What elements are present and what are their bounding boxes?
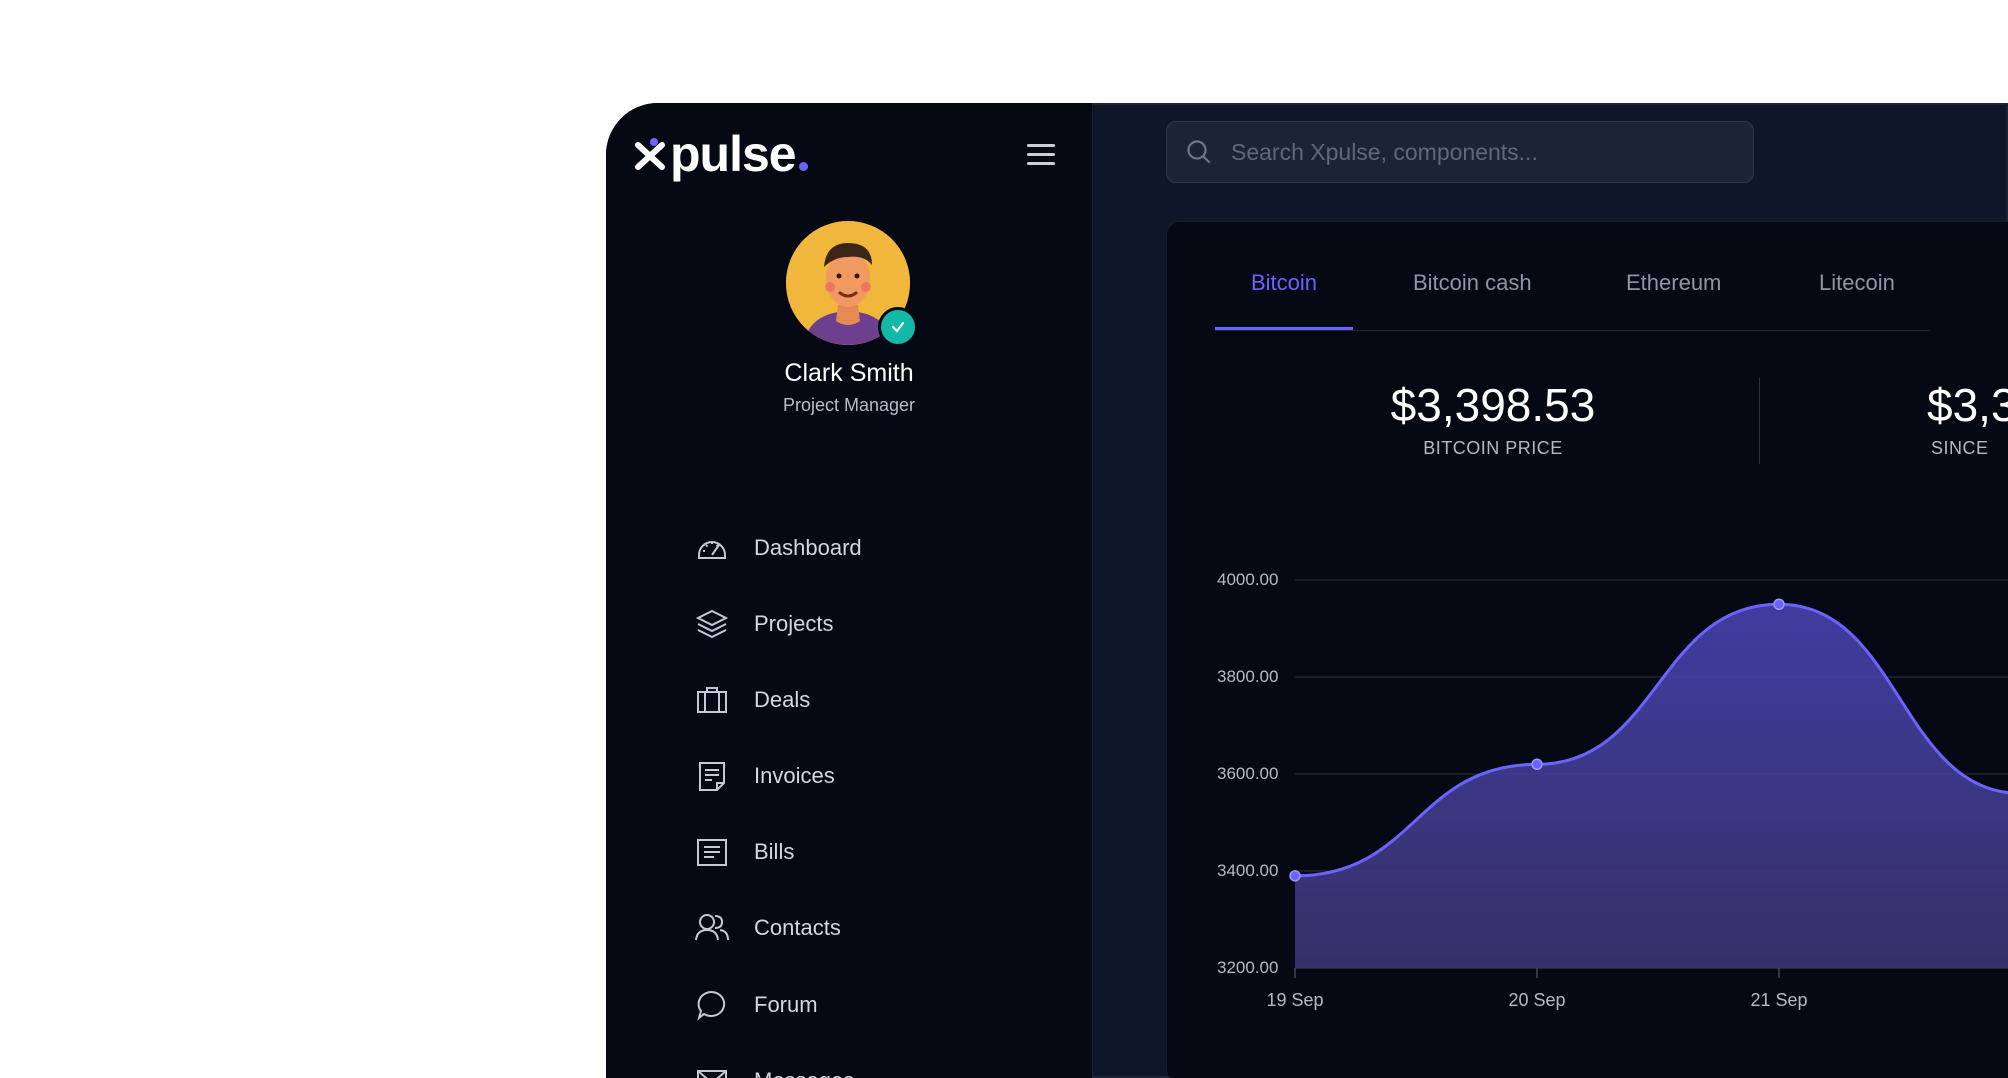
x-tick-label: 19 Sep bbox=[1266, 990, 1323, 1010]
stat-divider bbox=[1759, 378, 1760, 464]
avatar[interactable] bbox=[786, 221, 918, 347]
search-icon bbox=[1187, 140, 1211, 164]
stat-value: $3,398.53 bbox=[1390, 379, 1596, 431]
stat-value: $3,3 bbox=[1927, 379, 2008, 431]
sidebar-item-projects[interactable]: Projects bbox=[694, 604, 994, 644]
tab-ethereum[interactable]: Ethereum bbox=[1626, 270, 1722, 295]
search-bar[interactable] bbox=[1166, 121, 1754, 183]
sidebar-item-label: Messages bbox=[754, 1068, 854, 1078]
avatar-illustration bbox=[786, 221, 910, 345]
bill-icon bbox=[694, 834, 730, 870]
y-tick-label: 3800.00 bbox=[1217, 667, 1278, 686]
users-icon bbox=[694, 910, 730, 946]
tab-bitcoin-cash[interactable]: Bitcoin cash bbox=[1413, 270, 1532, 295]
crypto-price-card: Bitcoin Bitcoin cash Ethereum Litecoin $… bbox=[1166, 221, 2008, 1078]
brand-dot bbox=[798, 162, 808, 171]
crypto-tabs: Bitcoin Bitcoin cash Ethereum Litecoin bbox=[1215, 256, 1930, 331]
tab-bitcoin[interactable]: Bitcoin bbox=[1251, 270, 1318, 295]
sidebar-item-messages[interactable]: Messages bbox=[694, 1061, 994, 1078]
sidebar-item-dashboard[interactable]: Dashboard bbox=[694, 528, 994, 568]
sidebar: xpulse pulse bbox=[606, 103, 1093, 1078]
sidebar-item-deals[interactable]: Deals bbox=[694, 680, 994, 720]
data-point bbox=[1289, 870, 1301, 882]
user-role: Project Manager bbox=[782, 395, 916, 415]
check-icon bbox=[891, 321, 905, 333]
series-area bbox=[1295, 604, 2008, 968]
sidebar-item-label: Invoices bbox=[754, 763, 835, 788]
y-tick-label: 3200.00 bbox=[1217, 958, 1278, 977]
brand-logo[interactable]: xpulse pulse bbox=[634, 125, 808, 183]
layers-icon bbox=[694, 606, 730, 642]
series-line bbox=[1294, 602, 2008, 878]
sidebar-item-invoices[interactable]: Invoices bbox=[694, 756, 994, 796]
tab-litecoin[interactable]: Litecoin bbox=[1819, 270, 1895, 295]
logo-x-mark bbox=[635, 138, 665, 170]
y-tick-label: 3400.00 bbox=[1217, 861, 1278, 880]
price-area-chart: 4000.00 3800.00 3600.00 3400.00 3200.00 19 Se… bbox=[1217, 570, 2008, 1010]
search-input[interactable] bbox=[1229, 137, 1733, 167]
sidebar-item-forum[interactable]: Forum bbox=[694, 985, 994, 1025]
brand-wordmark: pulse bbox=[670, 126, 797, 182]
online-status-badge bbox=[878, 307, 918, 347]
hamburger-line bbox=[1027, 144, 1055, 147]
x-tick-label: 20 Sep bbox=[1508, 990, 1565, 1010]
data-point bbox=[1773, 598, 1785, 610]
sidebar-item-label: Bills bbox=[754, 839, 795, 864]
data-point bbox=[1531, 758, 1543, 771]
avatar-image bbox=[786, 221, 910, 345]
briefcase-icon bbox=[694, 682, 730, 718]
sidebar-item-contacts[interactable]: Contacts bbox=[694, 908, 994, 948]
bitcoin-price-stat: $3,398.53 BITCOIN PRICE bbox=[1343, 378, 1643, 459]
chat-bubble-icon bbox=[694, 987, 730, 1023]
x-tick-label: 21 Sep bbox=[1750, 990, 1807, 1010]
user-name: Clark Smith bbox=[784, 359, 914, 387]
sidebar-item-label: Projects bbox=[754, 611, 834, 636]
stat-caption: BITCOIN PRICE bbox=[1423, 438, 1563, 458]
sidebar-item-label: Forum bbox=[754, 992, 818, 1017]
menu-toggle-button[interactable] bbox=[1027, 144, 1055, 168]
invoice-icon bbox=[694, 758, 730, 794]
active-tab-indicator bbox=[1215, 327, 1353, 330]
envelope-icon bbox=[694, 1063, 730, 1078]
stat-caption: SINCE bbox=[1931, 438, 1989, 458]
sidebar-item-label: Dashboard bbox=[754, 535, 862, 560]
app-window: xpulse pulse bbox=[606, 103, 2008, 1078]
since-stat: $3,3 SINCE bbox=[1927, 378, 2008, 459]
y-tick-label: 3600.00 bbox=[1217, 764, 1278, 783]
y-tick-label: 4000.00 bbox=[1217, 570, 1278, 589]
sidebar-item-bills[interactable]: Bills bbox=[694, 832, 994, 872]
hamburger-line bbox=[1027, 162, 1055, 165]
hamburger-line bbox=[1027, 153, 1055, 156]
sidebar-item-label: Contacts bbox=[754, 915, 841, 940]
dashboard-gauge-icon bbox=[694, 530, 730, 566]
sidebar-item-label: Deals bbox=[754, 687, 811, 712]
